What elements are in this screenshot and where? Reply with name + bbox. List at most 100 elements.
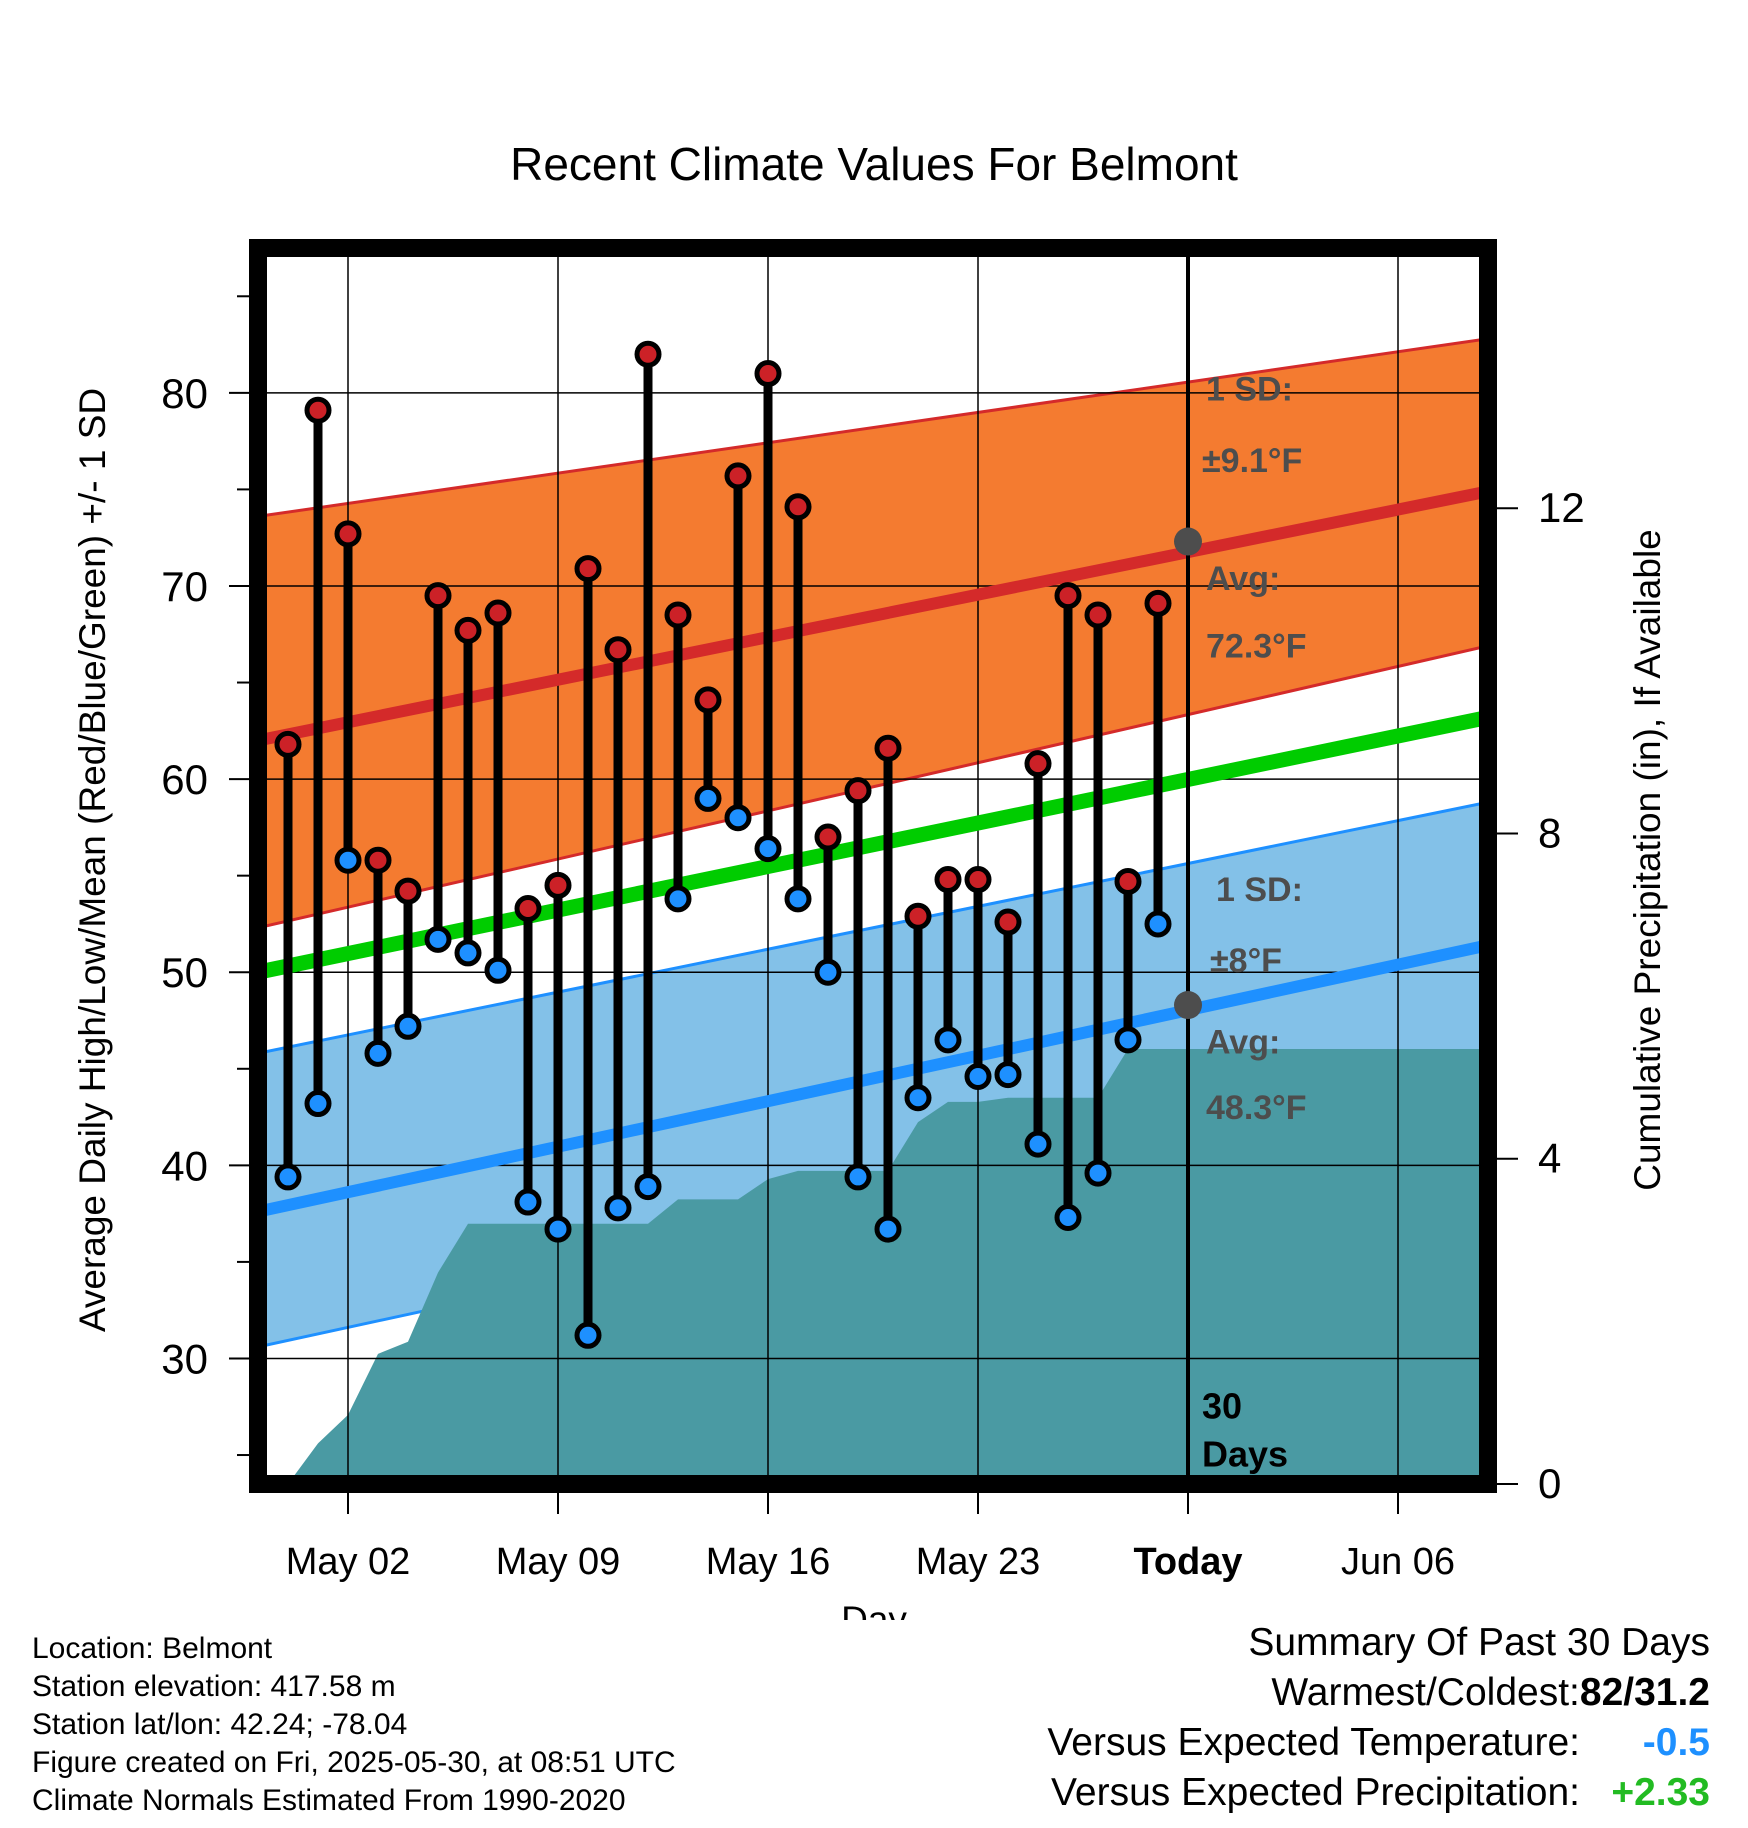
low-point bbox=[964, 1063, 992, 1091]
y-axis-label: Average Daily High/Low/Mean (Red/Blue/Gr… bbox=[72, 388, 113, 1332]
low-point bbox=[1114, 1026, 1142, 1054]
plot-frame bbox=[249, 239, 1497, 1493]
high-point bbox=[334, 520, 362, 548]
low-point bbox=[274, 1163, 302, 1191]
y-tick-label: 70 bbox=[161, 563, 208, 610]
high-point bbox=[844, 777, 872, 805]
high-point bbox=[904, 902, 932, 930]
high-sd-lower-line bbox=[258, 644, 1488, 930]
low-avg-label: Avg: bbox=[1206, 1023, 1280, 1061]
low-point bbox=[934, 1026, 962, 1054]
high-avg-value: 72.3°F bbox=[1206, 627, 1307, 665]
low-point bbox=[844, 1163, 872, 1191]
plot-area: 1 SD: ±9.1°F Avg: 72.3°F 1 SD: ±8°F Avg: 48.3°F… bbox=[161, 239, 1585, 1583]
high-point bbox=[664, 601, 692, 629]
high-point bbox=[724, 462, 752, 490]
low-sd-upper-line bbox=[258, 800, 1488, 1055]
high-point bbox=[604, 636, 632, 664]
high-average-line bbox=[258, 485, 1488, 747]
high-point bbox=[694, 686, 722, 714]
low-point bbox=[664, 885, 692, 913]
y-right-tick-label: 12 bbox=[1538, 484, 1585, 531]
high-point bbox=[514, 894, 542, 922]
y-tick-label: 40 bbox=[161, 1142, 208, 1189]
x-axis-label: Day bbox=[841, 1599, 907, 1620]
y-tick-label: 80 bbox=[161, 370, 208, 417]
low-point bbox=[514, 1188, 542, 1216]
low-point bbox=[364, 1039, 392, 1067]
high-sd-label: 1 SD: bbox=[1206, 371, 1293, 409]
x-tick-label: Today bbox=[1133, 1541, 1242, 1583]
low-point bbox=[634, 1173, 662, 1201]
precip-versus-label: Versus Expected Precipitation: bbox=[1051, 1771, 1580, 1814]
warmest-coldest-label: Warmest/Coldest: bbox=[1271, 1671, 1580, 1714]
high-point bbox=[874, 734, 902, 762]
info-normals: Climate Normals Estimated From 1990-2020 bbox=[32, 1784, 626, 1817]
climate-chart: Recent Climate Values For Belmont 1 SD: ±… bbox=[72, 138, 1668, 1620]
low-point bbox=[394, 1012, 422, 1040]
warmest-coldest-value: 82/31.2 bbox=[1579, 1671, 1710, 1714]
info-latlon: Station lat/lon: 42.24; -78.04 bbox=[32, 1708, 408, 1741]
low-point bbox=[544, 1215, 572, 1243]
x-tick-label: May 09 bbox=[496, 1541, 621, 1583]
high-point bbox=[454, 616, 482, 644]
low-avg-today-marker bbox=[1174, 991, 1202, 1020]
high-point bbox=[484, 599, 512, 627]
plot-content: 1 SD: ±9.1°F Avg: 72.3°F 1 SD: ±8°F Avg: 48.3°F… bbox=[258, 248, 1488, 1484]
mean-average-line bbox=[258, 709, 1488, 980]
low-point bbox=[304, 1090, 332, 1118]
low-point bbox=[604, 1194, 632, 1222]
period-number: 30 bbox=[1202, 1385, 1242, 1426]
low-point bbox=[484, 956, 512, 984]
low-point bbox=[1024, 1130, 1052, 1158]
low-point bbox=[724, 804, 752, 832]
temp-versus-value: -0.5 bbox=[1642, 1721, 1710, 1764]
low-point bbox=[1054, 1203, 1082, 1231]
high-point bbox=[934, 866, 962, 894]
y-tick-label: 30 bbox=[161, 1335, 208, 1382]
x-tick-label: Jun 06 bbox=[1341, 1541, 1455, 1583]
y-tick-label: 60 bbox=[161, 756, 208, 803]
high-sd-band bbox=[258, 338, 1488, 928]
high-point bbox=[274, 730, 302, 758]
y-right-tick-label: 4 bbox=[1538, 1135, 1561, 1182]
period-unit: Days bbox=[1202, 1434, 1288, 1475]
info-created: Figure created on Fri, 2025-05-30, at 08… bbox=[32, 1746, 676, 1779]
low-average-line bbox=[258, 939, 1488, 1218]
high-sd-value: ±9.1°F bbox=[1202, 442, 1302, 480]
low-sd-label: 1 SD: bbox=[1216, 871, 1303, 909]
high-point bbox=[394, 877, 422, 905]
high-point bbox=[1144, 589, 1172, 617]
x-tick-label: May 02 bbox=[286, 1541, 411, 1583]
low-point bbox=[754, 835, 782, 863]
high-point bbox=[1084, 601, 1112, 629]
low-point bbox=[784, 885, 812, 913]
high-point bbox=[784, 493, 812, 521]
high-point bbox=[544, 871, 572, 899]
high-point bbox=[1024, 750, 1052, 778]
low-point bbox=[994, 1061, 1022, 1089]
info-location: Location: Belmont bbox=[32, 1632, 273, 1665]
low-point bbox=[574, 1321, 602, 1349]
high-sd-upper-line bbox=[258, 337, 1488, 518]
station-info: Location: Belmont Station elevation: 417… bbox=[32, 1630, 676, 1820]
y-tick-label: 50 bbox=[161, 949, 208, 996]
precip-versus-value: +2.33 bbox=[1611, 1771, 1710, 1814]
high-point bbox=[1114, 867, 1142, 895]
high-point bbox=[964, 866, 992, 894]
low-point bbox=[814, 958, 842, 986]
x-tick-label: May 16 bbox=[706, 1541, 831, 1583]
low-sd-value: ±8°F bbox=[1210, 942, 1282, 980]
info-elevation: Station elevation: 417.58 m bbox=[32, 1670, 396, 1703]
high-avg-today-marker bbox=[1174, 527, 1202, 556]
summary-title: Summary Of Past 30 Days bbox=[1248, 1621, 1710, 1664]
high-point bbox=[304, 396, 332, 424]
high-point bbox=[634, 340, 662, 368]
high-point bbox=[1054, 582, 1082, 610]
low-point bbox=[874, 1215, 902, 1243]
summary-panel: Summary Of Past 30 Days Warmest/Coldest:… bbox=[1047, 1618, 1710, 1818]
low-point bbox=[904, 1084, 932, 1112]
low-point bbox=[1084, 1159, 1112, 1187]
high-point bbox=[574, 555, 602, 583]
chart-title: Recent Climate Values For Belmont bbox=[510, 138, 1238, 190]
